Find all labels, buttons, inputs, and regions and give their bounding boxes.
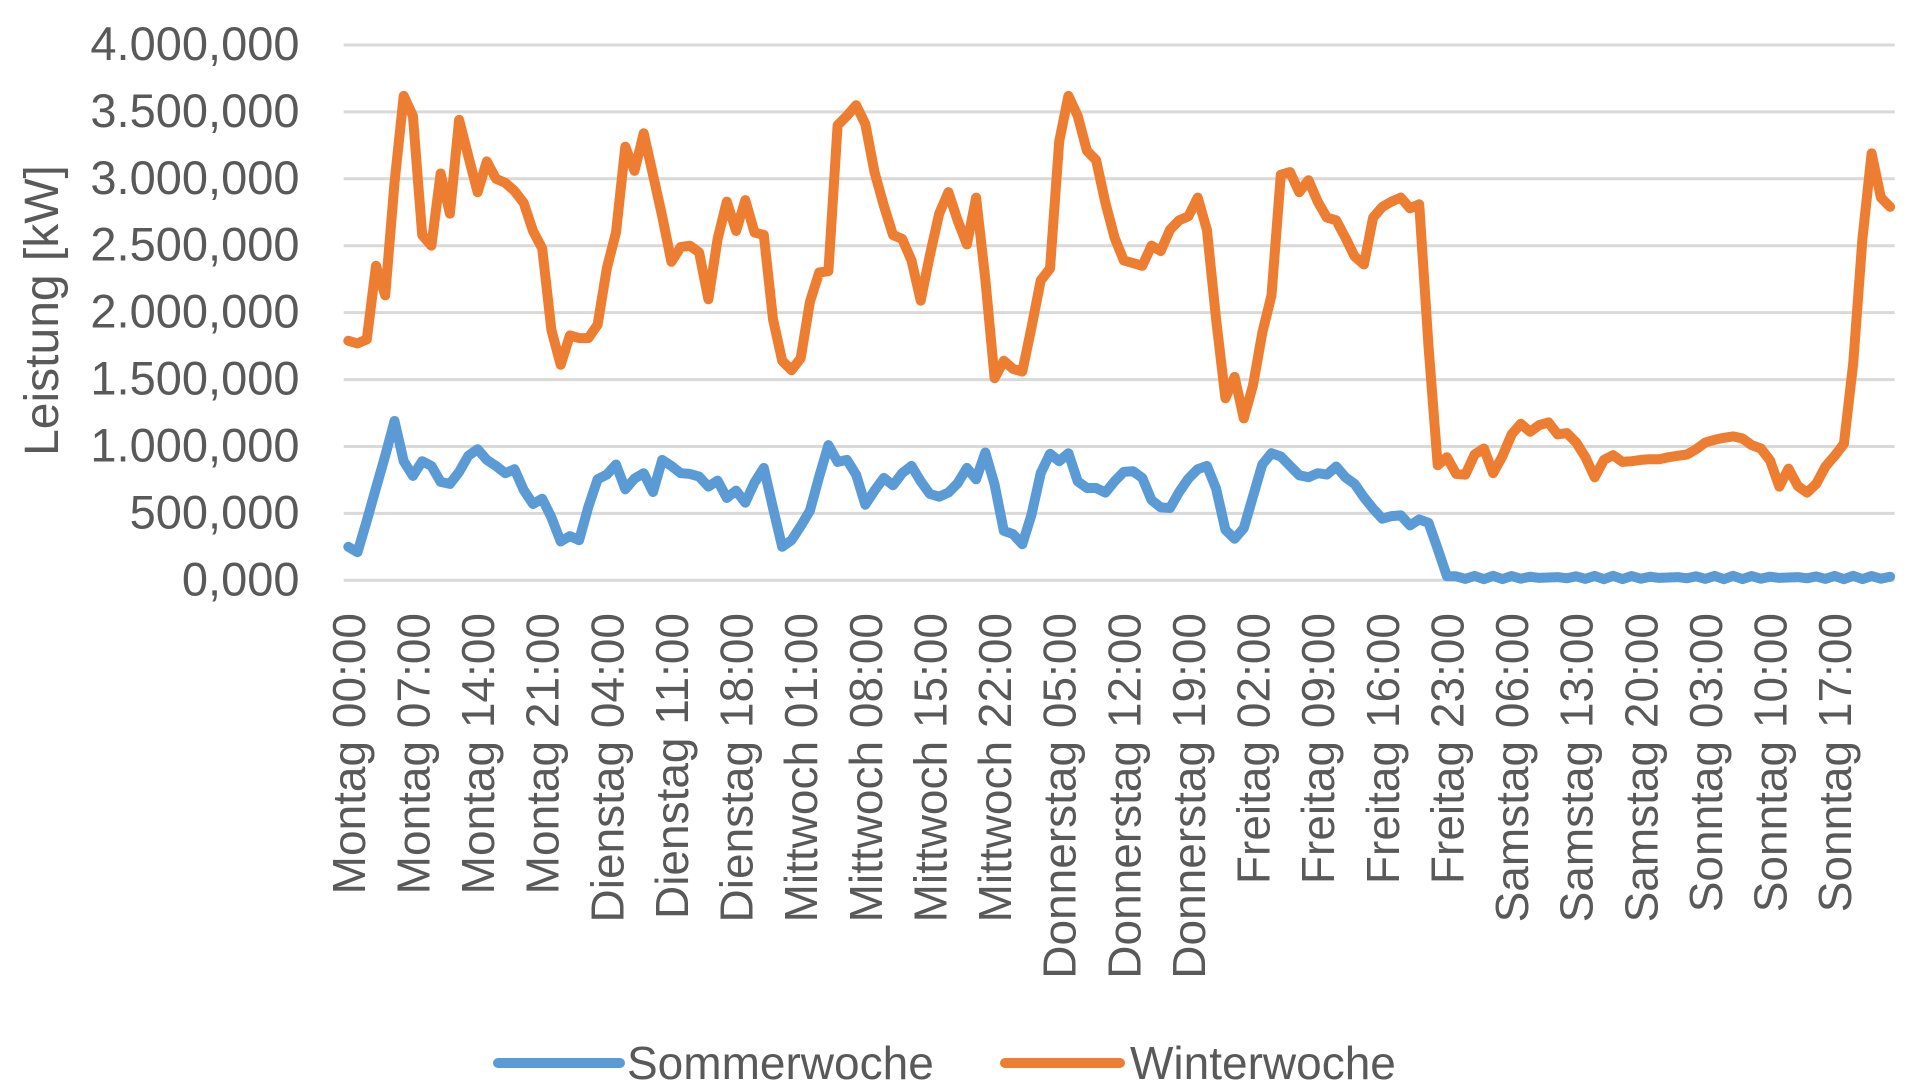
svg-text:Mittwoch 01:00: Mittwoch 01:00	[775, 613, 827, 922]
svg-text:Dienstag 18:00: Dienstag 18:00	[711, 613, 763, 922]
svg-text:Montag 00:00: Montag 00:00	[323, 613, 375, 894]
svg-text:500,000: 500,000	[130, 485, 300, 538]
svg-text:0,000: 0,000	[182, 552, 300, 605]
svg-text:Samstag 20:00: Samstag 20:00	[1615, 613, 1667, 922]
svg-text:Samstag 13:00: Samstag 13:00	[1551, 613, 1603, 922]
svg-text:Montag 21:00: Montag 21:00	[517, 613, 569, 894]
svg-text:4.000,000: 4.000,000	[90, 17, 299, 70]
svg-text:Sonntag 10:00: Sonntag 10:00	[1745, 613, 1797, 912]
svg-text:Mittwoch 08:00: Mittwoch 08:00	[840, 613, 892, 922]
svg-text:Sonntag 03:00: Sonntag 03:00	[1680, 613, 1732, 912]
svg-text:1.500,000: 1.500,000	[90, 352, 299, 405]
svg-text:Mittwoch 15:00: Mittwoch 15:00	[904, 613, 956, 922]
svg-text:Freitag 09:00: Freitag 09:00	[1292, 613, 1344, 884]
svg-text:Leistung [kW]: Leistung [kW]	[16, 165, 69, 456]
svg-text:Mittwoch 22:00: Mittwoch 22:00	[969, 613, 1021, 922]
svg-text:Donnerstag 19:00: Donnerstag 19:00	[1163, 613, 1215, 979]
svg-text:Freitag 23:00: Freitag 23:00	[1421, 613, 1473, 884]
svg-text:Dienstag 11:00: Dienstag 11:00	[646, 613, 698, 919]
svg-text:Donnerstag 05:00: Donnerstag 05:00	[1034, 613, 1086, 979]
svg-text:Winterwoche: Winterwoche	[1130, 1037, 1396, 1080]
svg-text:3.000,000: 3.000,000	[90, 151, 299, 204]
svg-text:Freitag 02:00: Freitag 02:00	[1228, 613, 1280, 884]
svg-text:Donnerstag 12:00: Donnerstag 12:00	[1098, 613, 1150, 979]
svg-text:Freitag 16:00: Freitag 16:00	[1357, 613, 1409, 884]
svg-text:Montag 07:00: Montag 07:00	[387, 613, 439, 894]
svg-text:2.500,000: 2.500,000	[90, 218, 299, 271]
svg-text:Sommerwoche: Sommerwoche	[627, 1037, 934, 1080]
svg-text:Samstag 06:00: Samstag 06:00	[1486, 613, 1538, 922]
svg-text:1.000,000: 1.000,000	[90, 419, 299, 472]
svg-text:Dienstag 04:00: Dienstag 04:00	[581, 613, 633, 922]
svg-text:2.000,000: 2.000,000	[90, 285, 299, 338]
svg-text:Sonntag 17:00: Sonntag 17:00	[1809, 613, 1861, 912]
svg-text:3.500,000: 3.500,000	[90, 84, 299, 137]
svg-text:Montag 14:00: Montag 14:00	[452, 613, 504, 894]
